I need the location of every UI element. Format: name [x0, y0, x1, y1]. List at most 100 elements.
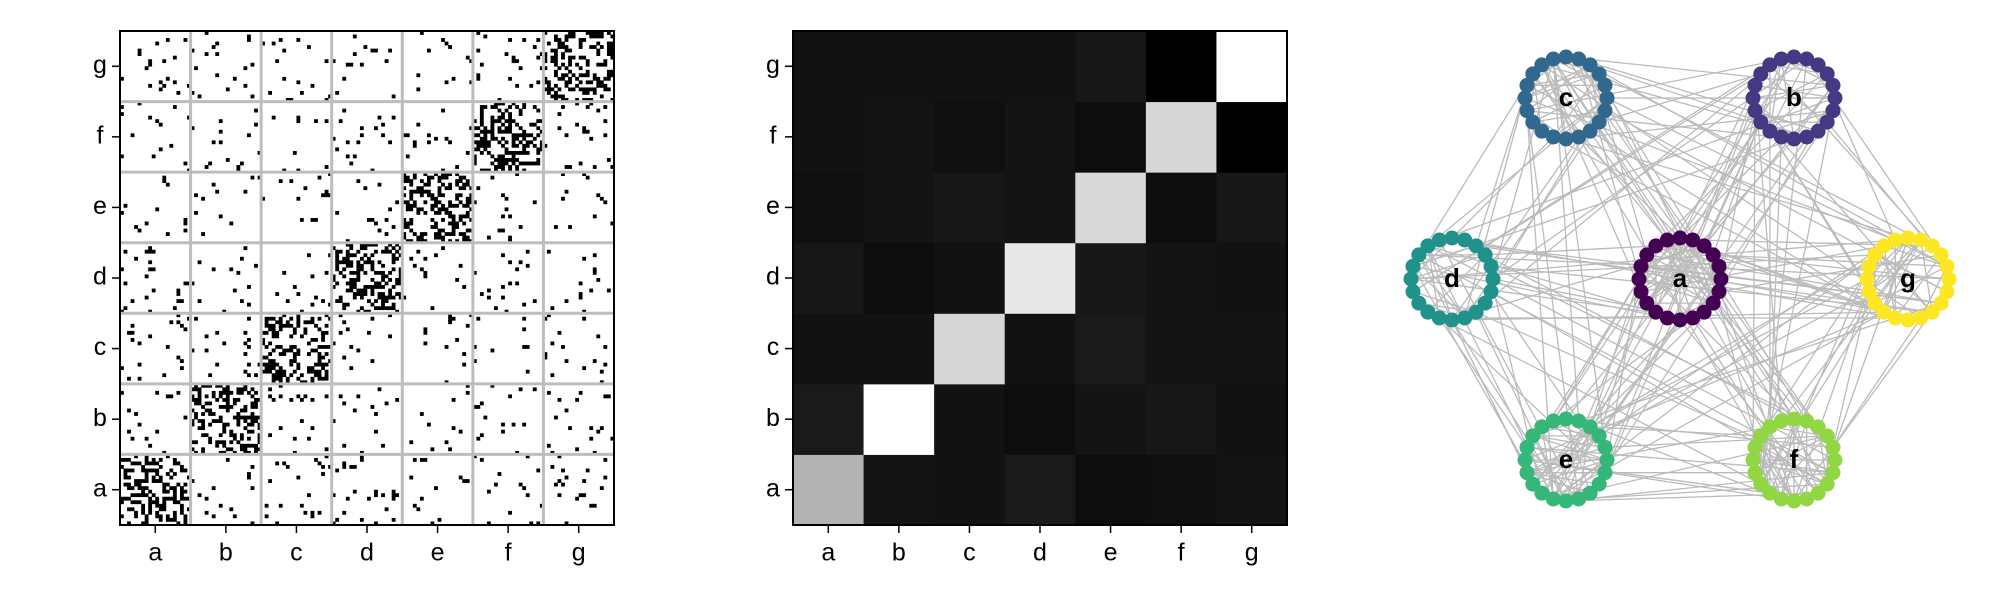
matrix-edge-cell: [599, 196, 604, 201]
matrix-edge-cell: [183, 281, 188, 286]
matrix-edge-cell: [169, 394, 174, 399]
matrix-edge-cell: [405, 221, 410, 226]
matrix-edge-cell: [349, 465, 354, 469]
matrix-edge-cell: [148, 59, 153, 64]
matrix-edge-cell: [518, 133, 523, 138]
matrix-edge-cell: [479, 140, 484, 145]
matrix-edge-cell: [247, 390, 251, 395]
matrix-edge-cell: [532, 122, 537, 127]
matrix-edge-cell: [483, 34, 488, 39]
network-edge: [1780, 420, 1808, 500]
matrix-edge-cell: [416, 186, 421, 191]
matrix-edge-cell: [359, 246, 364, 251]
matrix-edge-cell: [490, 348, 495, 353]
matrix-edge-cell: [155, 472, 160, 476]
matrix-edge-cell: [585, 175, 590, 180]
matrix-edge-cell: [589, 426, 594, 431]
matrix-edge-cell: [599, 369, 604, 374]
matrix-edge-cell: [250, 401, 255, 406]
network-edge: [1532, 73, 1580, 138]
matrix-edge-cell: [148, 503, 153, 508]
matrix-edge-cell: [314, 323, 318, 328]
matrix-edge-cell: [589, 80, 594, 85]
matrix-edge-cell: [296, 348, 301, 353]
matrix-edge-cell: [497, 98, 502, 102]
matrix-edge-cell: [525, 454, 530, 459]
matrix-edge-cell: [543, 355, 548, 360]
community-g-label: g: [1900, 263, 1916, 293]
community-f-node: [1819, 428, 1835, 444]
matrix-edge-cell: [324, 323, 329, 328]
x-tick-label: b: [219, 539, 233, 567]
matrix-edge-cell: [511, 101, 516, 106]
matrix-edge-cell: [190, 387, 195, 392]
matrix-edge-cell: [218, 415, 223, 420]
matrix-edge-cell: [148, 246, 153, 251]
matrix-edge-cell: [282, 323, 287, 328]
matrix-edge-cell: [120, 309, 124, 314]
matrix-edge-cell: [434, 221, 438, 226]
matrix-edge-cell: [345, 242, 350, 247]
matrix-edge-cell: [363, 246, 368, 251]
matrix-edge-cell: [331, 521, 336, 526]
matrix-edge-cell: [501, 295, 505, 300]
matrix-edge-cell: [564, 165, 569, 169]
matrix-edge-cell: [282, 348, 287, 353]
matrix-edge-cell: [328, 94, 333, 99]
matrix-edge-cell: [511, 133, 516, 138]
matrix-edge-cell: [345, 496, 350, 501]
matrix-edge-cell: [564, 475, 569, 480]
matrix-edge-cell: [345, 302, 350, 307]
matrix-edge-cell: [236, 415, 241, 420]
matrix-edge-cell: [296, 115, 301, 120]
community-d-node: [1405, 284, 1421, 300]
matrix-edge-cell: [578, 41, 583, 46]
matrix-edge-cell: [554, 38, 558, 42]
matrix-edge-cell: [169, 143, 174, 148]
matrix-edge-cell: [448, 182, 452, 187]
matrix-edge-cell: [589, 101, 594, 106]
matrix-edge-cell: [596, 334, 601, 339]
network-edge: [1760, 435, 1771, 494]
matrix-edge-cell: [448, 320, 452, 325]
network-edge: [1541, 64, 1668, 241]
matrix-edge-cell: [444, 41, 449, 46]
matrix-edge-cell: [137, 500, 142, 505]
matrix-edge-cell: [201, 405, 205, 409]
matrix-edge-cell: [208, 408, 213, 413]
matrix-edge-cell: [508, 394, 512, 399]
matrix-edge-cell: [169, 496, 174, 501]
community-d-node: [1477, 247, 1493, 263]
matrix-edge-cell: [229, 507, 234, 512]
matrix-edge-cell: [550, 373, 555, 378]
matrix-edge-cell: [388, 270, 392, 275]
y-tick-label: a: [766, 474, 780, 502]
matrix-edge-cell: [179, 299, 184, 303]
heatmap-cell: [1075, 383, 1147, 455]
matrix-edge-cell: [342, 302, 347, 307]
matrix-edge-cell: [345, 249, 350, 254]
matrix-edge-cell: [345, 256, 350, 261]
matrix-edge-cell: [296, 80, 301, 85]
community-g-node: [1939, 284, 1955, 300]
matrix-edge-cell: [278, 394, 283, 399]
matrix-edge-cell: [282, 48, 287, 53]
matrix-edge-cell: [554, 59, 558, 64]
matrix-edge-cell: [331, 341, 336, 346]
community-e-node: [1558, 493, 1574, 509]
matrix-edge-cell: [494, 136, 498, 141]
matrix-edge-cell: [444, 175, 449, 180]
matrix-edge-cell: [367, 218, 371, 222]
matrix-edge-cell: [610, 73, 615, 78]
matrix-edge-cell: [151, 288, 156, 293]
matrix-edge-cell: [120, 105, 124, 109]
matrix-edge-cell: [148, 309, 153, 314]
matrix-edge-cell: [511, 136, 516, 141]
matrix-edge-cell: [490, 115, 495, 120]
matrix-edge-cell: [296, 316, 301, 321]
matrix-edge-cell: [508, 122, 512, 127]
matrix-edge-cell: [162, 450, 167, 455]
matrix-edge-cell: [592, 267, 597, 272]
matrix-edge-cell: [592, 76, 597, 81]
matrix-edge-cell: [458, 179, 463, 184]
